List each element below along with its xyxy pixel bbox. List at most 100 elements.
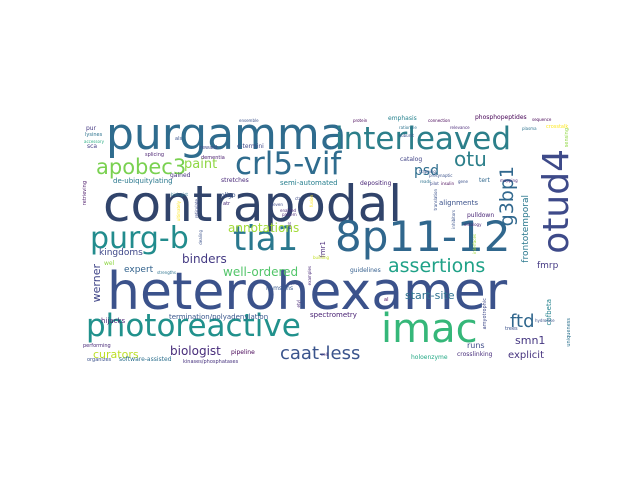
word-gained: gained <box>170 172 191 179</box>
word-purg-b: purg-b <box>90 221 189 256</box>
word-trapping: trapping <box>419 169 436 174</box>
word-g3bp1: g3bp1 <box>496 166 518 227</box>
word-kinases-phosphatases: kinases/phosphatases <box>183 359 239 365</box>
word-alignments: alignments <box>439 199 479 207</box>
word-hijacks: hijacks <box>101 317 126 325</box>
word-oligo: oligo <box>221 192 236 199</box>
word-retrieving: retrieving <box>82 181 88 206</box>
word-smn1: smn1 <box>515 334 546 347</box>
word-protein: protein <box>353 118 368 123</box>
word-pattern: pattern <box>282 212 297 217</box>
word-als: als <box>175 136 183 142</box>
word-biologist-small: biologist <box>171 192 188 197</box>
word-apobec3: apobec3 <box>96 155 187 179</box>
word-purgamma: purgamma <box>106 113 347 160</box>
word-sequence: sequence <box>532 117 552 122</box>
word-psd: psd <box>414 163 440 179</box>
word-translation: translation <box>433 189 438 211</box>
word-accessory: accessory <box>84 139 104 144</box>
word-crosslinking: crosslinking <box>457 351 493 358</box>
word-seven: seven <box>271 202 283 207</box>
word-strengths: strengths <box>157 270 176 275</box>
word-dementia: dementia <box>201 155 225 161</box>
word-emphasis: emphasis <box>388 115 417 122</box>
word-gene: gene <box>458 179 468 184</box>
word-cell: cell <box>321 352 328 357</box>
word-otud4: otud4 <box>536 149 576 254</box>
word-sca: sca <box>87 143 98 150</box>
word-pur: pur <box>86 125 97 132</box>
word-etyl: etyl <box>296 300 301 308</box>
word-catalog: catalog <box>400 156 423 163</box>
word-well-ordered: well-ordered <box>223 265 299 279</box>
word-werner: werner <box>90 264 103 303</box>
word-atr: atr <box>223 201 231 207</box>
word-depositing: depositing <box>360 180 392 187</box>
word-frontotemporal: frontotemporal <box>521 195 531 263</box>
word-reticulate: reticulate <box>194 199 199 219</box>
word-explicit: explicit <box>508 350 544 361</box>
word-reads: reads <box>420 179 432 184</box>
word-insulin: insulin <box>441 181 455 186</box>
word-ctr: ctr <box>295 196 301 201</box>
word-ensemble: ensemble <box>239 118 259 123</box>
word-paint: paint <box>184 157 218 172</box>
word-al: al <box>384 297 389 303</box>
word-organizes: organizes <box>87 357 112 363</box>
word-enabled: enabled <box>280 208 297 213</box>
word-pilot: pilot <box>430 181 439 186</box>
word-8p11-12: 8p11-12 <box>335 212 511 261</box>
word-lysines: lysines <box>85 132 103 138</box>
word-semi-automated: semi-automated <box>280 179 338 187</box>
word-heterohexamer: heterohexamer <box>107 262 508 322</box>
word-reward: reward <box>200 145 218 151</box>
word-lc-ms-ms: lc-ms/ms <box>266 285 294 292</box>
word-inhibitors: inhibitors <box>451 210 456 229</box>
word-domain: domain <box>288 281 303 286</box>
word-de-ubiquitylating: de-ubiquitylating <box>113 177 173 185</box>
word-sensing: sensing <box>564 128 570 148</box>
word-ftd: ftd <box>510 311 535 332</box>
word-tia1: tia1 <box>233 219 299 259</box>
word-binders: binders <box>182 252 227 266</box>
word-wel: wel <box>104 260 115 267</box>
word-pulldown: pulldown <box>467 212 495 219</box>
word-presynaptic: presynaptic <box>429 173 453 178</box>
word-subunit: subunit <box>399 133 414 138</box>
word-caat-less: caat-less <box>280 343 361 364</box>
word-guidelines: guidelines <box>350 267 381 274</box>
word-trees: trees <box>505 326 518 332</box>
word-curators: curators <box>93 348 139 361</box>
word-rationale: rationale <box>399 125 417 130</box>
word-termination-polyadenylation: termination/polyadenylation <box>169 313 269 321</box>
word-interfaces: interfaces <box>472 234 477 254</box>
word-assertions: assertions <box>388 255 486 277</box>
word-spectrometry: spectrometry <box>310 311 357 319</box>
word-crosstalk: crosstalk <box>546 124 569 130</box>
word-amyotrophic: amyotrophic <box>482 298 488 330</box>
word-kingdoms: kingdoms <box>99 248 143 258</box>
word-crl5-vif: crl5-vif <box>235 146 342 182</box>
word-building: building <box>313 255 330 260</box>
word-c-termini: c-termini <box>237 143 264 150</box>
word-otu: otu <box>454 147 487 171</box>
word-annotations: annotations <box>228 221 300 235</box>
word-relevance: relevance <box>450 125 470 130</box>
word-imac: imac <box>381 306 478 352</box>
word-photoreactive: photoreactive <box>86 308 301 344</box>
word-fusion: fusion <box>309 195 314 208</box>
word-uniqueness: uniqueness <box>566 318 572 347</box>
word-start-site: start-site <box>405 289 455 302</box>
word-hydrolase: hydrolase <box>535 318 555 323</box>
word-pipeline: pipeline <box>231 349 255 356</box>
word-examples: examples <box>307 266 312 286</box>
word-splicing: splicing <box>145 152 165 158</box>
word-holoenzyme: holoenzyme <box>411 354 448 361</box>
word-runs: runs <box>467 341 485 350</box>
word-stretches: stretches <box>221 177 249 184</box>
word-contrapodal: contrapodal <box>103 175 403 233</box>
word-mapping: mapping <box>500 178 518 183</box>
word-interleaved: interleaved <box>335 121 512 157</box>
word-ontology: ontology <box>464 222 482 227</box>
word-fmrp: fmrp <box>537 261 559 271</box>
